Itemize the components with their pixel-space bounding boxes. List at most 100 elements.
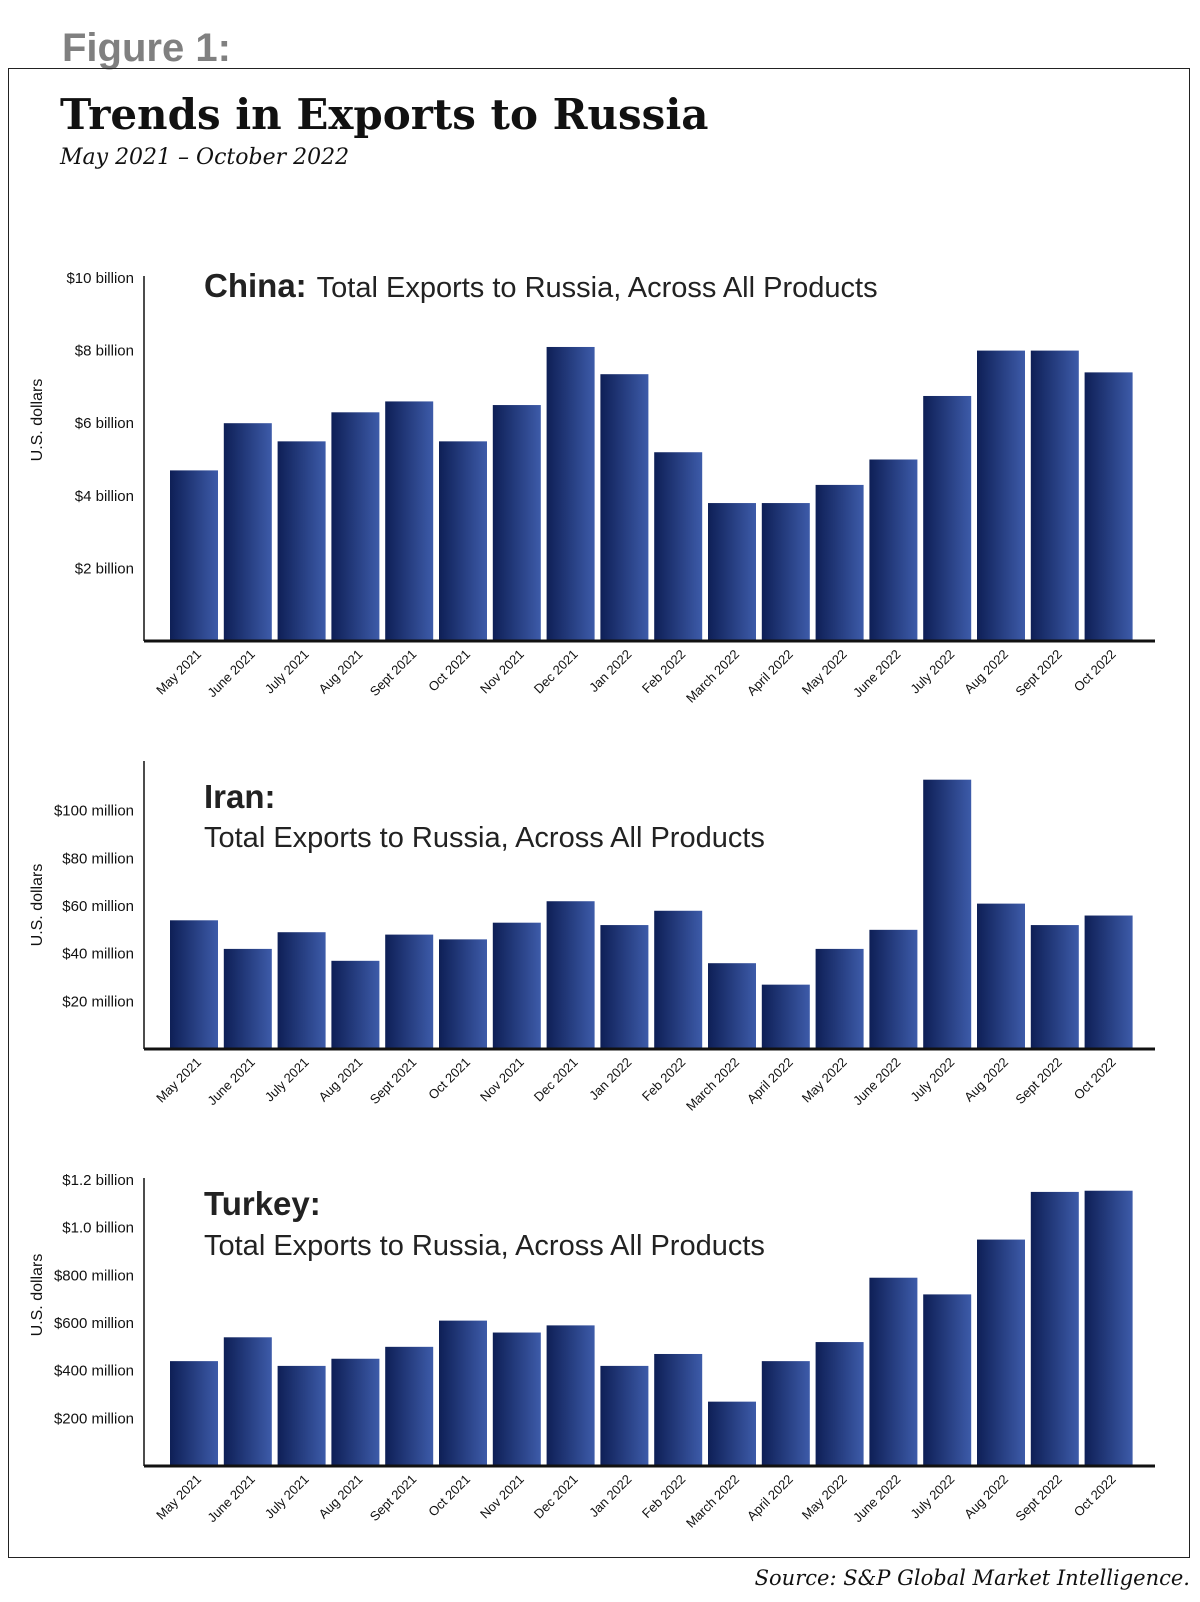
chart-1-y-tick-label-0: $20 million [62, 993, 134, 1010]
chart-0-title: China: [204, 267, 307, 304]
chart-2-bar-7 [546, 1325, 595, 1466]
figure-label: Figure 1: [62, 26, 231, 70]
chart-2-bar-11 [761, 1361, 810, 1466]
chart-1-subtitle-0: Total Exports to Russia, Across All Prod… [204, 822, 765, 854]
chart-0-bar-6 [492, 405, 541, 641]
chart-0-x-tick-label-4: Sept 2021 [367, 647, 420, 700]
chart-1-bar-15 [977, 903, 1025, 1049]
chart-1-x-tick-label-10: March 2022 [683, 1055, 742, 1114]
chart-0-x-tick-label-1: June 2021 [204, 647, 258, 701]
chart-2-bar-10 [708, 1401, 756, 1466]
chart-0-y-tick-label-4: $10 billion [66, 270, 134, 287]
source-note: Source: S&P Global Market Intelligence. [754, 1566, 1190, 1590]
chart-2-x-tick-label-16: Sept 2022 [1012, 1472, 1065, 1525]
chart-1-bar-2 [277, 932, 326, 1049]
chart-1-bar-17 [1084, 915, 1133, 1049]
chart-1-bar-11 [761, 984, 810, 1049]
chart-0-x-tick-label-13: June 2022 [850, 647, 904, 701]
chart-1-bar-12 [815, 948, 864, 1049]
chart-2-x-tick-label-11: April 2022 [744, 1472, 796, 1524]
chart-2-y-tick-label-0: $200 million [54, 1410, 134, 1427]
chart-0-bar-5 [439, 441, 487, 641]
chart-0-x-tick-label-16: Sept 2022 [1012, 647, 1065, 700]
chart-2-x-tick-label-0: May 2021 [153, 1472, 204, 1523]
chart-0-bar-12 [815, 484, 864, 641]
chart-2-y-tick-label-1: $400 million [54, 1363, 134, 1380]
chart-1-x-tick-label-16: Sept 2022 [1012, 1055, 1065, 1108]
chart-2-bar-8 [600, 1365, 649, 1466]
chart-0-x-tick-label-11: April 2022 [744, 647, 796, 699]
chart-0-bar-14 [923, 395, 972, 641]
chart-1-bar-7 [546, 901, 595, 1049]
chart-2-x-tick-label-10: March 2022 [683, 1472, 742, 1531]
chart-2-bar-2 [277, 1365, 326, 1466]
chart-0-x-tick-label-17: Oct 2022 [1071, 647, 1119, 695]
chart-0-bar-1 [223, 423, 272, 641]
chart-2-bar-16 [1030, 1191, 1079, 1466]
chart-2-bar-12 [815, 1342, 864, 1466]
chart-1-x-tick-label-17: Oct 2022 [1071, 1055, 1119, 1103]
chart-1-bar-0 [170, 920, 218, 1049]
chart-0-x-tick-label-2: July 2021 [262, 647, 312, 697]
chart-2-bar-5 [439, 1320, 487, 1466]
chart-2-x-tick-label-4: Sept 2021 [367, 1472, 420, 1525]
chart-2-y-tick-label-5: $1.2 billion [62, 1172, 134, 1189]
chart-2-subtitle-0: Total Exports to Russia, Across All Prod… [204, 1230, 765, 1262]
chart-0-x-tick-label-10: March 2022 [683, 647, 742, 706]
chart-0-x-tick-label-15: Aug 2022 [961, 647, 1011, 697]
chart-1-y-tick-label-1: $40 million [62, 946, 134, 963]
chart-0-bar-0 [170, 470, 218, 641]
chart-2-bar-15 [977, 1239, 1025, 1466]
chart-0-x-tick-label-3: Aug 2021 [316, 647, 366, 697]
chart-1-x-tick-label-7: Dec 2021 [531, 1055, 581, 1105]
chart-2-x-tick-label-5: Oct 2021 [425, 1472, 473, 1520]
chart-0-y-tick-label-2: $6 billion [75, 415, 134, 432]
figure-frame [8, 68, 1190, 1558]
chart-1-x-tick-label-3: Aug 2021 [316, 1055, 366, 1105]
chart-0-bar-15 [977, 350, 1025, 641]
chart-2-bar-6 [492, 1332, 541, 1466]
chart-0-bar-7 [546, 346, 595, 641]
chart-1-bar-3 [331, 960, 380, 1049]
chart-0-x-tick-label-5: Oct 2021 [425, 647, 473, 695]
chart-1-x-tick-label-14: July 2022 [907, 1055, 957, 1105]
chart-1-bar-10 [708, 963, 756, 1049]
chart-1-x-tick-label-0: May 2021 [153, 1055, 204, 1106]
page-title: Trends in Exports to Russia [60, 90, 709, 139]
chart-0-x-tick-label-0: May 2021 [153, 647, 204, 698]
chart-1-bar-13 [869, 929, 918, 1049]
chart-2-x-tick-label-2: July 2021 [262, 1472, 312, 1522]
chart-2-bar-0 [170, 1361, 218, 1466]
chart-2-x-tick-label-6: Nov 2021 [477, 1472, 527, 1522]
chart-1-x-tick-label-8: Jan 2022 [586, 1055, 634, 1103]
chart-0-bar-11 [761, 503, 810, 641]
chart-2-title: Turkey: [204, 1185, 321, 1222]
chart-1-x-tick-label-6: Nov 2021 [477, 1055, 527, 1105]
chart-1-y-tick-label-4: $100 million [54, 803, 134, 820]
chart-2-bar-17 [1084, 1190, 1133, 1466]
chart-0-y-axis-label: U.S. dollars [29, 379, 46, 462]
chart-1-x-tick-label-2: July 2021 [262, 1055, 312, 1105]
chart-2-y-tick-label-3: $800 million [54, 1267, 134, 1284]
chart-1-bar-1 [223, 948, 272, 1049]
chart-2-bar-1 [223, 1337, 272, 1466]
chart-0-x-tick-label-7: Dec 2021 [531, 647, 581, 697]
chart-1-bar-5 [439, 939, 487, 1049]
chart-1-x-tick-label-5: Oct 2021 [425, 1055, 473, 1103]
chart-1-x-tick-label-12: May 2022 [799, 1055, 850, 1106]
chart-2-y-tick-label-2: $600 million [54, 1315, 134, 1332]
chart-0-bar-2 [277, 441, 326, 641]
chart-1-x-tick-label-11: April 2022 [744, 1055, 796, 1107]
chart-0-y-tick-label-0: $2 billion [75, 560, 134, 577]
chart-1-y-tick-label-2: $60 million [62, 898, 134, 915]
chart-1-x-tick-label-15: Aug 2022 [961, 1055, 1011, 1105]
chart-2-x-tick-label-15: Aug 2022 [961, 1472, 1011, 1522]
chart-0-bar-8 [600, 374, 649, 641]
chart-1-y-tick-label-3: $80 million [62, 850, 134, 867]
chart-0-x-tick-label-12: May 2022 [799, 647, 850, 698]
chart-1-bar-16 [1030, 925, 1079, 1049]
chart-1-y-axis-label: U.S. dollars [29, 864, 46, 947]
chart-0-x-tick-label-6: Nov 2021 [477, 647, 527, 697]
chart-2-x-tick-label-14: July 2022 [907, 1472, 957, 1522]
chart-0-x-tick-label-8: Jan 2022 [586, 647, 634, 695]
